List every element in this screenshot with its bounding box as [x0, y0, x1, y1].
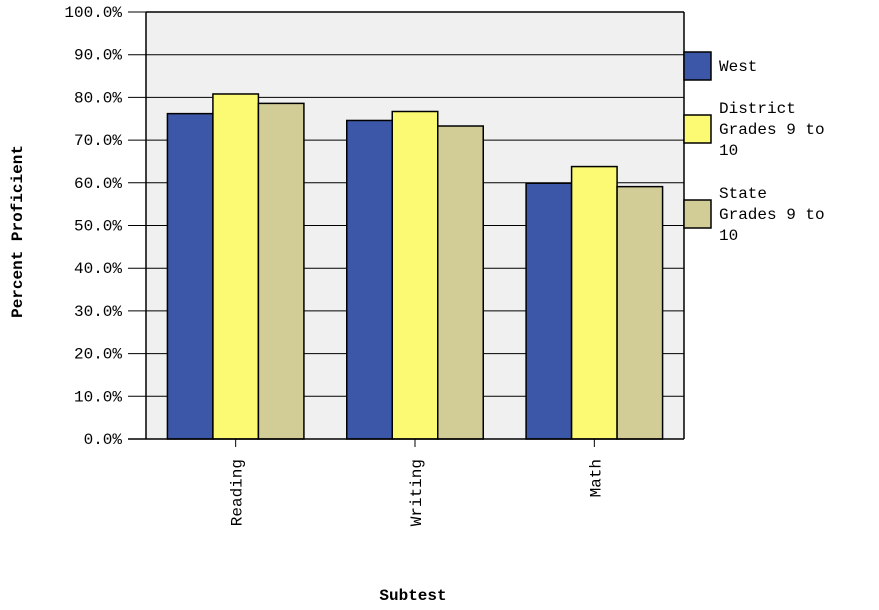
legend-swatch: [683, 114, 712, 144]
legend-label: 10: [719, 142, 738, 160]
y-tick-label: 0.0%: [84, 431, 123, 449]
y-tick-label: 90.0%: [74, 47, 122, 65]
y-tick-labels: 0.0% 10.0% 20.0% 30.0% 40.0% 50.0% 60.0% 70.0% 8…: [64, 4, 122, 449]
axes: [128, 11, 685, 447]
bars: [166, 93, 664, 440]
y-tick-label: 40.0%: [74, 260, 122, 278]
bar-reading-1: [166, 112, 214, 440]
legend-label: West: [719, 58, 757, 76]
bar-writing-1: [346, 119, 393, 440]
bar-writing-3: [437, 125, 484, 440]
y-tick-label: 70.0%: [74, 132, 122, 150]
bar-reading-2: [212, 93, 260, 440]
x-tick-label: Math: [587, 459, 605, 497]
y-tick-label: 100.0%: [64, 4, 122, 22]
bar-math-2: [570, 165, 618, 440]
y-tick-label: 20.0%: [74, 346, 122, 364]
x-tick-label: Writing: [408, 459, 426, 526]
y-tick-label: 80.0%: [74, 89, 122, 107]
legend-label: 10: [719, 227, 738, 245]
y-tick-label: 60.0%: [74, 175, 122, 193]
legend-label: Grades 9 to: [719, 121, 825, 139]
x-axis-title: Subtest: [379, 587, 446, 605]
bar-reading-3: [257, 102, 305, 440]
legend-swatch: [683, 51, 712, 81]
legend-swatch: [683, 199, 712, 229]
legend-label: State: [719, 185, 767, 203]
x-tick-label: Reading: [229, 459, 247, 526]
x-tick-labels: Reading Writing Math: [229, 459, 606, 526]
legend: West District Grades 9 to 10 State Grades 9 t…: [683, 51, 825, 245]
legend-label: Grades 9 to: [719, 206, 825, 224]
y-tick-label: 50.0%: [74, 218, 122, 236]
bar-writing-2: [391, 110, 439, 440]
y-tick-label: 10.0%: [74, 388, 122, 406]
legend-label: District: [719, 100, 796, 118]
y-tick-label: 30.0%: [74, 303, 122, 321]
bar-math-1: [525, 182, 573, 440]
bar-math-3: [616, 185, 664, 440]
y-axis-title: Percent Proficient: [9, 145, 27, 318]
